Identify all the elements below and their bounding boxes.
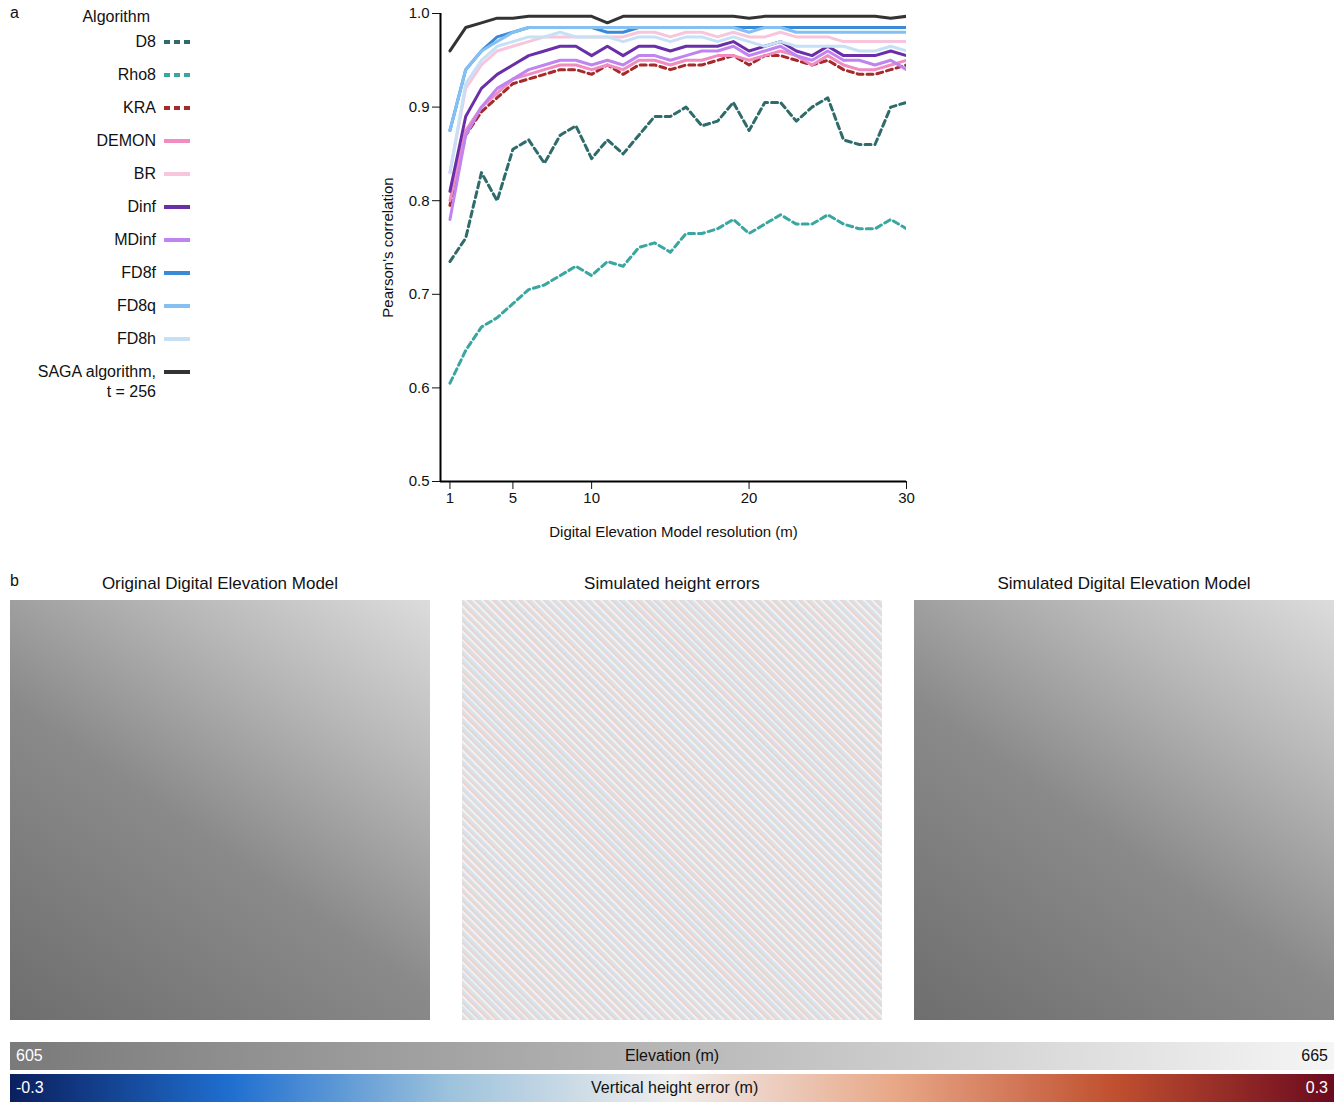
html-text:FD8q: FD8q	[116, 297, 156, 314]
html-text:FD8f: FD8f	[121, 264, 156, 281]
html-text:-0.3: -0.3	[16, 1079, 44, 1096]
svg-text:Digital Elevation Model resolu: Digital Elevation Model resolution (m)	[549, 523, 797, 540]
html-text:KRA: KRA	[123, 99, 156, 116]
html-text:Elevation (m): Elevation (m)	[624, 1047, 720, 1064]
html-text:665: 665	[1301, 1047, 1328, 1064]
svg-text:0.9: 0.9	[409, 98, 430, 115]
html-text:SAGA algorithm, t = 256: SAGA algorithm, t = 256	[37, 363, 156, 400]
html-text:Rho8: Rho8	[117, 66, 156, 83]
svg-text:30: 30	[898, 489, 915, 506]
html-text:b: b	[10, 572, 19, 589]
html-text:Algorithm: Algorithm	[82, 8, 150, 25]
svg-text:0.6: 0.6	[409, 379, 430, 396]
svg-text:20: 20	[741, 489, 758, 506]
svg-text:5: 5	[509, 489, 517, 506]
html-text:0.3: 0.3	[1305, 1079, 1328, 1096]
html-text:Original Digital Elevation Mod: Original Digital Elevation Model	[101, 574, 339, 593]
html-text:Vertical height error (m): Vertical height error (m)	[591, 1079, 759, 1096]
html-text:a: a	[10, 4, 19, 21]
svg-text:0.8: 0.8	[409, 192, 430, 209]
html-text:605: 605	[16, 1047, 43, 1064]
svg-text:Pearson's correlation: Pearson's correlation	[379, 177, 396, 317]
html-text:FD8h: FD8h	[116, 330, 156, 347]
svg-text:1: 1	[446, 489, 454, 506]
svg-text:10: 10	[583, 489, 600, 506]
html-text:BR: BR	[133, 165, 156, 182]
html-text:Simulated Digital Elevation Mo: Simulated Digital Elevation Model	[997, 574, 1251, 593]
html-text:DEMON: DEMON	[96, 132, 156, 149]
html-text:MDinf: MDinf	[114, 231, 156, 248]
svg-text:0.7: 0.7	[409, 285, 430, 302]
svg-text:0.5: 0.5	[409, 472, 430, 489]
html-text:D8: D8	[135, 33, 156, 50]
html-text:Simulated height errors: Simulated height errors	[584, 574, 760, 593]
html-text:Dinf: Dinf	[127, 198, 156, 215]
svg-text:1.0: 1.0	[409, 4, 430, 21]
